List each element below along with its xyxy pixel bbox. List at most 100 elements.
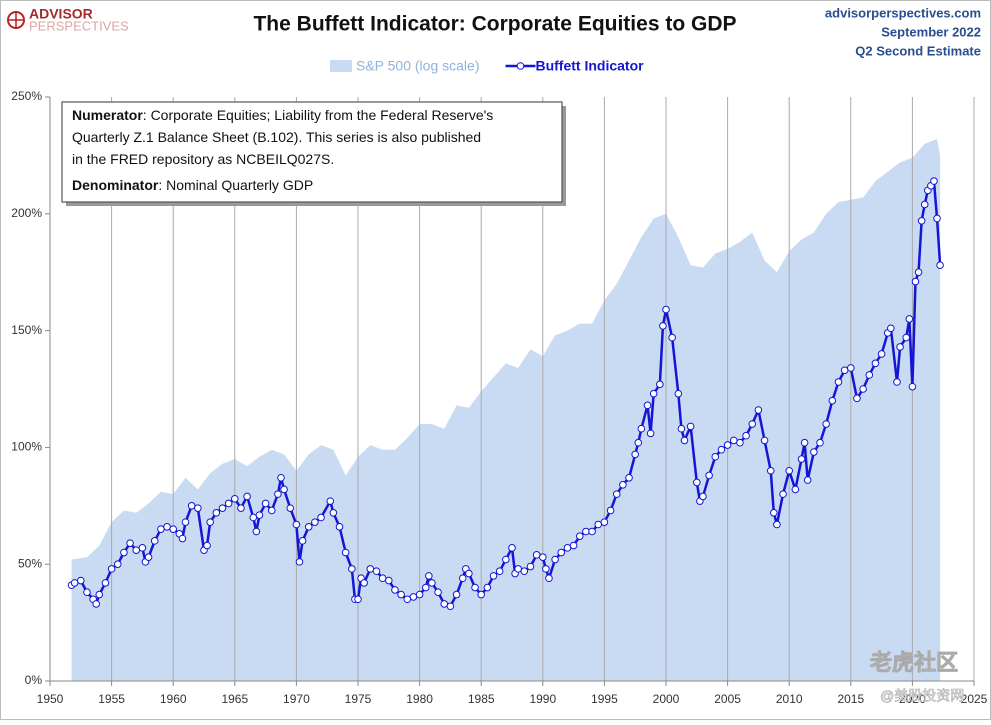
point [326, 497, 335, 505]
point [803, 476, 812, 484]
source-text: Q2 Second Estimate [855, 43, 981, 58]
point [705, 471, 713, 480]
point [711, 452, 720, 461]
point [286, 504, 295, 512]
point [729, 436, 738, 445]
point [797, 455, 806, 463]
annotation-text: Quarterly Z.1 Balance Sheet (B.102). Thi… [72, 129, 481, 145]
point [723, 441, 732, 449]
annotation-body: in the FRED repository as NCBEILQ027S. [72, 151, 334, 167]
point [126, 539, 134, 547]
point [502, 555, 510, 564]
x-tick-label: 1975 [345, 692, 372, 706]
point [446, 602, 455, 611]
point [292, 520, 301, 529]
point [760, 436, 769, 445]
point [834, 378, 843, 386]
area [71, 139, 941, 682]
annotation-body: : Corporate Equities; Liability from the… [143, 107, 494, 123]
point [693, 478, 701, 487]
point [132, 546, 141, 554]
chart-title: The Buffett Indicator: Corporate Equitie… [253, 13, 736, 36]
point [477, 590, 486, 599]
annotation-body: Quarterly Z.1 Balance Sheet (B.102). Thi… [72, 129, 481, 145]
point [169, 525, 177, 533]
point [816, 438, 824, 447]
point [917, 217, 926, 225]
point [391, 586, 399, 594]
watermark: 老虎社区 [869, 650, 958, 675]
point [668, 333, 676, 342]
point [434, 588, 442, 597]
point [680, 436, 689, 445]
legend-label: Buffett Indicator [535, 58, 644, 74]
point [514, 565, 522, 573]
point [163, 523, 171, 531]
x-tick-label: 1985 [468, 692, 495, 706]
x-tick-label: 2005 [714, 692, 741, 706]
y-tick-label: 200% [11, 206, 42, 220]
x-tick-label: 1950 [37, 692, 64, 706]
point [674, 389, 683, 398]
annotation-text: Denominator: Nominal Quarterly GDP [72, 177, 313, 193]
point [677, 424, 686, 433]
point [274, 490, 282, 498]
x-tick-label: 2010 [776, 692, 803, 706]
point [178, 534, 187, 543]
point [840, 366, 849, 375]
point [532, 551, 541, 559]
logo-text: ADVISOR [29, 6, 93, 22]
x-tick-label: 2000 [653, 692, 680, 706]
point [634, 438, 643, 447]
point [495, 567, 504, 576]
point [822, 420, 830, 428]
point [280, 485, 288, 494]
point [847, 364, 855, 372]
y-tick-label: 250% [11, 89, 42, 103]
point [255, 511, 264, 519]
point [360, 579, 368, 587]
point [656, 380, 664, 389]
point [77, 576, 85, 585]
point [865, 371, 874, 379]
annotation-bold: Numerator [72, 107, 143, 123]
point [231, 494, 239, 503]
point [212, 509, 221, 517]
y-tick-label: 50% [18, 556, 42, 570]
point [311, 518, 319, 526]
x-tick-label: 1990 [529, 692, 556, 706]
point [810, 448, 818, 456]
point [372, 567, 381, 576]
annotation-text: in the FRED repository as NCBEILQ027S. [72, 151, 334, 167]
point [261, 499, 270, 508]
point [699, 492, 707, 501]
point [920, 200, 929, 209]
point [902, 333, 911, 342]
point [551, 555, 559, 564]
legend-label: S&P 500 (log scale) [356, 58, 479, 74]
point [92, 600, 100, 608]
point [896, 343, 904, 351]
point [569, 541, 578, 550]
point [779, 490, 787, 498]
logo-text: PERSPECTIVES [29, 18, 129, 33]
point [557, 548, 566, 557]
point [588, 527, 596, 536]
point [828, 396, 837, 405]
x-tick-label: 2015 [837, 692, 864, 706]
point [659, 322, 667, 330]
point [933, 214, 941, 223]
point [606, 506, 615, 515]
point [643, 401, 652, 410]
point [911, 277, 920, 286]
point [526, 562, 535, 571]
point [385, 576, 393, 585]
point [893, 378, 901, 386]
point [317, 513, 325, 522]
point [539, 553, 547, 561]
legend-swatch [516, 62, 525, 70]
point [631, 450, 640, 459]
point [914, 268, 923, 277]
point [859, 385, 867, 393]
point [101, 579, 110, 587]
